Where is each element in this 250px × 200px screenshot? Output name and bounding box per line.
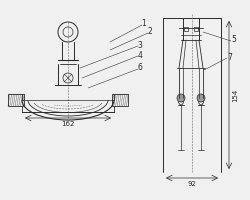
- Text: 2: 2: [148, 27, 152, 36]
- Text: 4: 4: [138, 50, 142, 60]
- Bar: [8, 94, 24, 106]
- Text: 5: 5: [232, 36, 236, 45]
- Text: 1: 1: [142, 19, 146, 27]
- Text: 6: 6: [138, 64, 142, 72]
- Text: 92: 92: [188, 181, 196, 187]
- Circle shape: [197, 94, 205, 102]
- Text: 7: 7: [228, 52, 232, 62]
- Text: 154: 154: [232, 88, 238, 102]
- Text: 3: 3: [138, 40, 142, 49]
- Bar: [184, 27, 188, 31]
- Bar: [194, 27, 198, 31]
- Bar: [112, 94, 128, 106]
- Text: 162: 162: [61, 121, 75, 127]
- Circle shape: [177, 94, 185, 102]
